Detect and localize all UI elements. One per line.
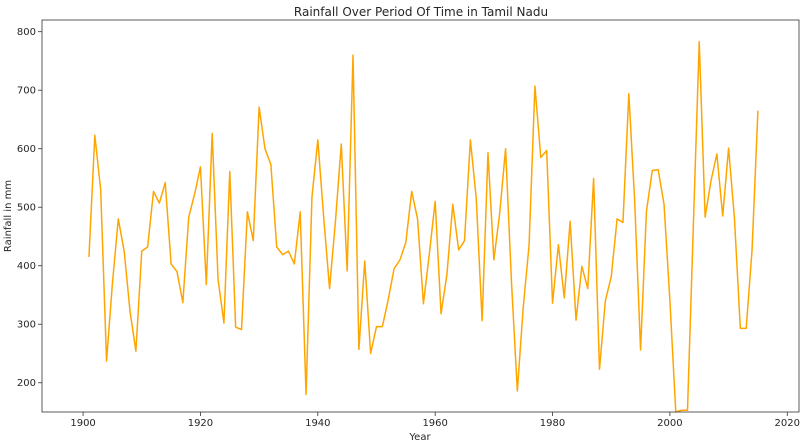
x-tick-label: 1920 [188,418,213,429]
x-tick-label: 2000 [657,418,682,429]
x-tick-label: 2020 [775,418,800,429]
x-tick-label: 1940 [305,418,330,429]
y-tick-label: 400 [17,261,36,272]
x-tick-label: 1900 [70,418,95,429]
rainfall-series-line [88,40,759,413]
plot-frame [41,19,800,413]
y-axis-title: Rainfall in mm [3,180,14,252]
y-tick-label: 500 [17,203,36,214]
y-tick-label: 600 [17,144,36,155]
x-tick-label: 1960 [422,418,447,429]
x-axis-title: Year [408,432,431,443]
y-tick-label: 300 [17,320,36,331]
y-tick-label: 200 [17,378,36,389]
y-tick-label: 800 [17,27,36,38]
y-tick-label: 700 [17,86,36,97]
plot-area [88,40,759,413]
y-axis: 200 300 400 500 600 700 800 [17,27,42,389]
x-tick-label: 1980 [540,418,565,429]
chart-title: Rainfall Over Period Of Time in Tamil Na… [294,5,548,19]
x-axis: 1900 1920 1940 1960 1980 2000 2020 [70,412,800,429]
